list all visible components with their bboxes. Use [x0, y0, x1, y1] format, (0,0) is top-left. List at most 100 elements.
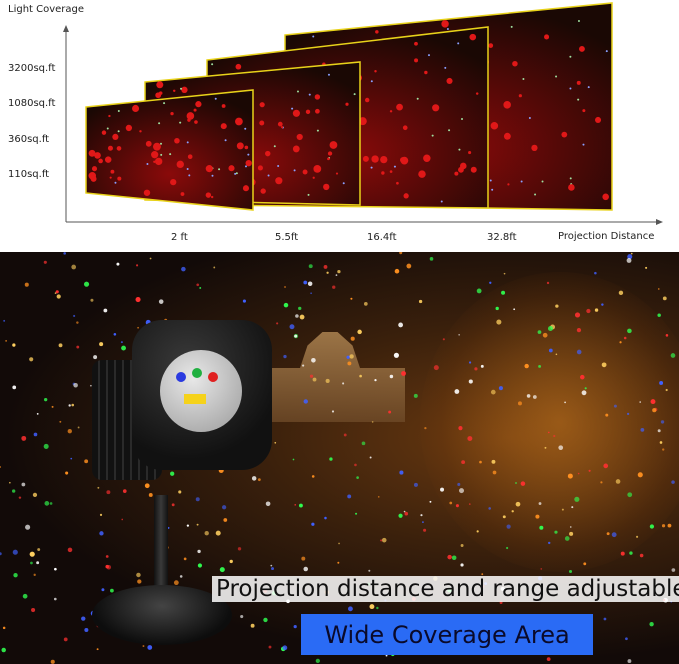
light-dot: [176, 160, 184, 169]
light-dot: [156, 81, 164, 89]
light-dot: [517, 401, 522, 406]
light-dot: [51, 405, 54, 408]
light-dot: [369, 456, 372, 459]
light-dot: [479, 460, 482, 464]
light-dot: [24, 282, 29, 287]
light-dot: [183, 557, 187, 561]
light-dot: [358, 117, 367, 126]
light-dot: [43, 443, 49, 449]
light-dot: [569, 177, 572, 180]
light-dot: [515, 501, 521, 507]
light-dot: [474, 367, 478, 371]
light-dot: [180, 87, 183, 90]
light-dot: [199, 286, 202, 289]
light-dot: [660, 420, 665, 424]
light-dot: [574, 312, 581, 318]
light-dot: [350, 297, 353, 300]
light-dot: [468, 503, 471, 505]
light-dot: [76, 321, 79, 324]
light-dot: [546, 657, 551, 662]
light-dot: [611, 532, 617, 538]
light-dot: [139, 130, 142, 133]
light-dot: [195, 101, 202, 108]
light-dot: [120, 341, 123, 344]
light-dot: [310, 292, 313, 295]
light-dot: [649, 524, 655, 529]
light-dot: [308, 264, 313, 269]
light-dot: [146, 162, 149, 165]
light-dot: [520, 481, 526, 486]
light-dot: [59, 420, 62, 423]
light-dot: [671, 568, 676, 572]
light-dot: [335, 172, 339, 175]
light-dot: [18, 496, 22, 499]
light-dot: [136, 264, 139, 267]
light-dot: [503, 101, 511, 109]
light-dot: [44, 501, 50, 506]
light-dot: [197, 563, 203, 568]
light-dot: [88, 172, 97, 180]
light-dot: [345, 102, 349, 106]
light-dot: [25, 524, 31, 530]
light-dot: [659, 441, 663, 444]
light-dot: [235, 117, 243, 126]
light-dot: [503, 132, 511, 140]
light-dot: [547, 325, 554, 332]
light-dot: [381, 537, 387, 543]
light-dot: [299, 314, 305, 320]
light-dot: [293, 625, 297, 629]
light-dot: [327, 73, 330, 76]
light-dot: [662, 296, 667, 301]
light-dot: [21, 435, 27, 441]
light-dot: [84, 459, 89, 464]
feature-badge: Wide Coverage Area: [301, 614, 593, 655]
light-dot: [178, 490, 182, 494]
laser-warning-label: [184, 394, 206, 404]
light-dot: [84, 628, 89, 633]
light-dot: [467, 436, 473, 442]
light-dot: [296, 133, 303, 141]
light-dot: [197, 549, 201, 554]
light-dot: [294, 504, 297, 506]
light-dot: [205, 192, 212, 198]
light-dot: [76, 345, 80, 349]
light-dot: [534, 193, 537, 196]
light-dot: [83, 281, 90, 287]
light-dot: [603, 463, 609, 469]
light-dot: [101, 588, 105, 592]
light-dot: [312, 377, 317, 382]
light-dot: [376, 606, 379, 610]
light-dot: [186, 167, 189, 170]
light-dot: [506, 546, 509, 550]
light-dot: [73, 314, 76, 318]
light-dot: [106, 490, 111, 495]
light-dot: [620, 551, 625, 556]
light-dot: [179, 575, 183, 578]
light-dot: [113, 333, 117, 336]
light-dot: [174, 137, 180, 144]
light-dot: [468, 151, 472, 155]
light-dot: [37, 548, 41, 552]
light-dot: [402, 125, 408, 131]
light-dot: [149, 257, 152, 260]
light-dot: [584, 387, 587, 390]
blue-led-icon: [176, 372, 186, 382]
caption: Projection distance and range adjustable: [212, 576, 679, 602]
light-dot: [104, 156, 112, 163]
light-dot: [205, 165, 213, 173]
light-dot: [385, 654, 388, 657]
light-dot: [96, 648, 99, 651]
light-dot: [235, 172, 238, 175]
light-dot: [502, 515, 506, 519]
light-dot: [481, 573, 484, 576]
light-dot: [98, 158, 103, 164]
distance-label: 16.4ft: [367, 232, 397, 243]
light-dot: [432, 104, 440, 112]
light-dot: [639, 553, 644, 558]
light-dot: [73, 382, 78, 388]
light-dot: [448, 129, 451, 132]
light-dot: [594, 308, 599, 312]
light-dot: [510, 25, 513, 28]
light-dot: [626, 412, 630, 416]
light-dot: [274, 441, 277, 444]
